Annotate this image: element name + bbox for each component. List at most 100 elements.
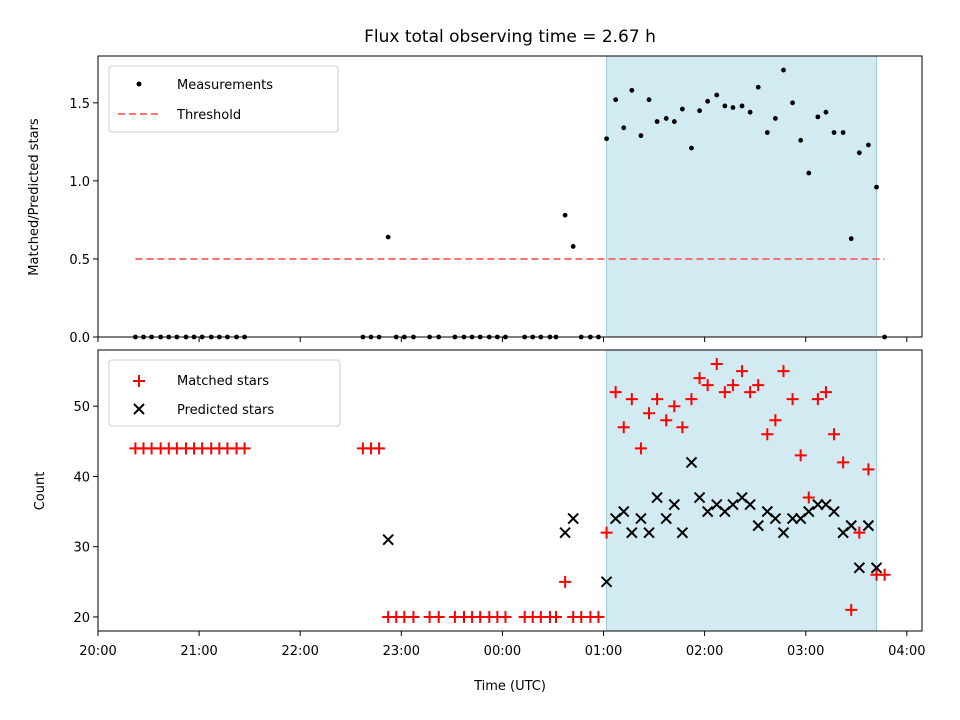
measurement-point [806,170,812,176]
matched-star-point [432,610,445,623]
top-x-ticks [97,337,908,342]
x-tick-label: 21:00 [180,644,217,659]
measurement-point [697,108,702,114]
matched-star-point [862,463,875,476]
matched-star-point [777,365,790,378]
measurement-point [679,106,685,112]
x-tick-label: 03:00 [787,644,824,659]
matched-star-point [845,603,858,616]
predicted-legend-label: Predicted stars [177,403,274,418]
bottom-y-tick-label: 20 [73,611,90,626]
top-y-tick-label: 0.0 [69,331,90,346]
predicted-star-point [862,519,875,532]
predicted-stars-points [382,456,883,588]
top-plot-frame [97,55,923,338]
predicted-star-point [676,526,689,539]
predicted-star-point [769,512,782,525]
matched-star-point [373,442,386,455]
predicted-star-point [701,505,714,518]
predicted-star-point [812,498,824,511]
matched-star-point [752,379,765,392]
matched-star-point [559,575,572,588]
measurement-point [866,142,871,148]
x-tick-label: 01:00 [585,644,622,659]
measurement-point [663,116,669,121]
top-y-tick-label: 0.5 [69,253,90,268]
matched-star-point [819,386,832,399]
measurement-point [629,87,635,93]
measurement-point [747,109,753,115]
matched-star-point [853,526,866,539]
predicted-star-point [567,512,579,525]
matched-star-point [736,365,749,378]
top-panel-shaded-interval [606,55,878,338]
predicted-star-point [668,498,681,511]
measurement-point [772,116,778,121]
measurement-point [764,130,770,135]
matched-star-point [643,407,656,420]
predicted-star-point [635,512,647,525]
measurement-point [638,133,644,139]
matched-star-point [625,393,638,406]
measurement-point [840,130,846,135]
measurement-point [613,97,619,103]
bottom-legend: Matched stars Predicted stars [108,359,341,427]
matched-star-point [837,456,850,469]
bottom-panel-shaded-interval [606,349,878,632]
measurement-point [739,103,745,109]
matched-star-point [744,386,757,399]
matched-star-point [701,379,714,392]
matched-star-point [668,400,681,413]
measurements-points [133,67,887,340]
x-tick-label: 00:00 [484,644,521,659]
measurement-point [671,119,677,124]
bottom-y-tick-label: 40 [73,470,90,485]
predicted-star-point [870,562,883,574]
matched-star-point [238,442,251,455]
matched-star-point [660,414,673,427]
matched-star-point [676,421,689,434]
measurement-point [705,98,711,104]
predicted-star-point [660,512,672,525]
bottom-y-tick-label: 30 [73,541,90,556]
measurements-legend-marker [136,81,142,87]
predicted-star-point [382,533,394,546]
matched-star-point [600,526,613,539]
matched-star-point [794,449,807,462]
measurement-point [790,100,795,106]
top-legend-box [108,65,339,133]
predicted-star-point [845,519,857,532]
measurement-point [714,92,720,98]
predicted-star-point [643,526,655,539]
top-y-ticks: 0.0 0.5 1.0 1.5 [69,97,98,346]
bottom-x-ticks: 20:00 21:00 22:00 23:00 00:00 01:00 02:00 03:00… [79,631,926,659]
matched-legend-marker [133,375,145,387]
bottom-y-axis-label: Count [33,472,48,511]
matched-star-point [761,428,774,441]
matched-star-point [878,568,891,581]
bottom-legend-box [108,359,341,427]
matched-star-point [550,610,563,623]
matched-star-point [769,414,782,427]
measurement-point [730,105,736,110]
predicted-star-point [685,456,698,469]
predicted-star-point [752,519,764,532]
measurements-legend-label: Measurements [177,78,273,93]
matched-star-point [592,610,605,623]
bottom-panel-counts: 20 30 40 50 20:00 21:00 22:00 23:00 00:00 01:00 0… [33,349,926,694]
matched-star-point [609,386,622,399]
measurement-point [856,150,862,156]
matched-star-point [617,421,630,434]
matched-star-point [811,393,824,406]
matched-legend-label: Matched stars [177,374,269,389]
bottom-y-tick-label: 50 [73,400,90,415]
predicted-star-point [626,526,638,539]
matched-star-point [802,491,815,504]
predicted-star-point [727,498,739,511]
x-tick-label: 22:00 [281,644,318,659]
matched-star-point [499,610,512,623]
measurement-point [562,212,568,218]
measurement-point [831,130,837,135]
matched-star-point [718,386,731,399]
